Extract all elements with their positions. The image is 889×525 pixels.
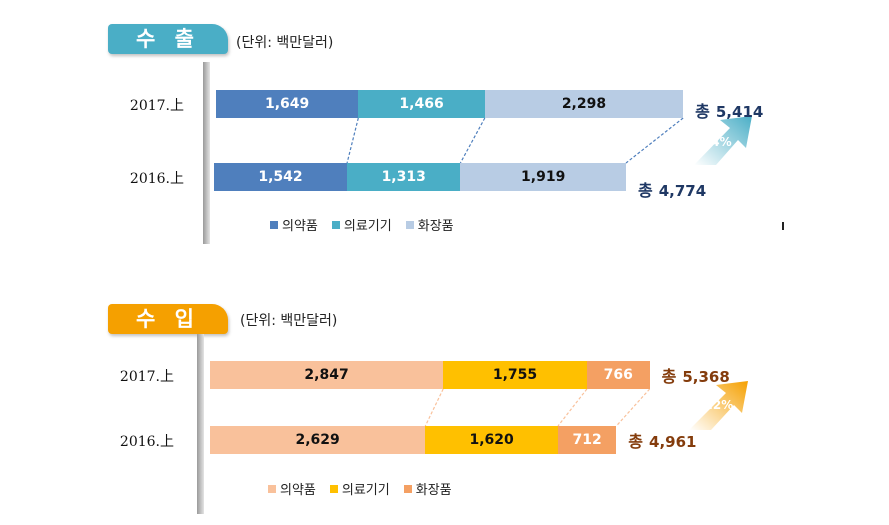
import-chart: 수 입 (단위: 백만달러) 2017.上 2,847 1,755 766 총 5,368… (0, 290, 889, 525)
legend-swatch (268, 485, 276, 493)
connector-lines (424, 381, 748, 430)
connector-line (346, 117, 359, 164)
legend-label: 의약품 (280, 483, 316, 498)
total-label: 총 5,414 (695, 98, 763, 122)
total-value: 5,414 (715, 103, 764, 121)
connector-line (459, 117, 486, 164)
legend-swatch (329, 485, 338, 493)
export-chart: 수 출 (단위: 백만달러) 2017.上 1,649 1,466 2,298 총 5,4… (0, 0, 889, 255)
legend-item: 의료기기 (329, 479, 390, 498)
connector-line (557, 388, 588, 427)
legend-item: 의약품 (268, 479, 316, 498)
bar-segment: 1,620 (425, 426, 558, 454)
bar-segment: 1,313 (347, 163, 461, 191)
category-label: 2016.上 (119, 434, 174, 450)
legend-item: 화장품 (403, 479, 452, 498)
total-label: 총 4,961 (628, 428, 696, 452)
legend-item: 화장품 (405, 215, 454, 234)
stray-tick-mark (782, 222, 784, 230)
connector-line (615, 388, 651, 427)
legend-item: 의약품 (270, 215, 318, 234)
unit-label: (단위: 백만달러) (236, 35, 334, 51)
total-value: 4,961 (649, 433, 697, 451)
total-prefix: 총 (661, 367, 677, 386)
axis-bar (197, 334, 204, 514)
growth-label: 13.4% (690, 135, 732, 149)
legend-swatch (270, 221, 278, 229)
growth-label: 8.2% (700, 398, 734, 412)
total-prefix: 총 (628, 432, 644, 451)
axis-bar (203, 62, 210, 244)
legend-swatch (403, 485, 412, 493)
chart-title: 수 입 (108, 304, 228, 334)
category-label: 2017.上 (129, 98, 184, 114)
connector-line (625, 117, 684, 164)
legend-label: 의료기기 (343, 219, 392, 234)
category-label: 2016.上 (129, 171, 184, 187)
category-label: 2017.上 (119, 369, 174, 385)
bar-segment: 1,649 (216, 90, 359, 118)
chart-title: 수 출 (108, 24, 228, 54)
bar-segment: 766 (586, 361, 650, 389)
total-value: 5,368 (682, 368, 730, 386)
legend-swatch (331, 221, 340, 229)
legend: 의약품 의료기기 화장품 (268, 479, 466, 498)
total-label: 총 4,774 (638, 177, 706, 201)
legend-label: 의약품 (282, 219, 318, 234)
bar-segment: 1,755 (443, 361, 587, 389)
bar-segment: 2,629 (210, 426, 426, 454)
legend-item: 의료기기 (331, 215, 392, 234)
bar-segment: 1,542 (214, 163, 348, 191)
total-label: 총 5,368 (662, 363, 730, 387)
unit-label: (단위: 백만달러) (240, 313, 338, 329)
legend-label: 화장품 (415, 483, 452, 498)
bar-segment: 2,298 (484, 90, 684, 118)
legend-label: 의료기기 (341, 483, 390, 498)
growth-arrow (694, 116, 752, 165)
total-prefix: 총 (637, 181, 653, 200)
bar-segment: 1,466 (358, 90, 485, 118)
total-value: 4,774 (658, 182, 707, 200)
growth-arrow (689, 381, 748, 430)
legend: 의약품 의료기기 화장품 (270, 215, 468, 234)
total-prefix: 총 (695, 102, 710, 121)
bar-segment: 2,847 (210, 361, 444, 389)
bar-segment: 1,919 (460, 163, 626, 191)
legend-swatch (405, 221, 414, 229)
bar-segment: 712 (557, 426, 617, 454)
legend-label: 화장품 (417, 219, 454, 234)
connector-line (424, 388, 444, 427)
connector-lines (346, 116, 752, 165)
